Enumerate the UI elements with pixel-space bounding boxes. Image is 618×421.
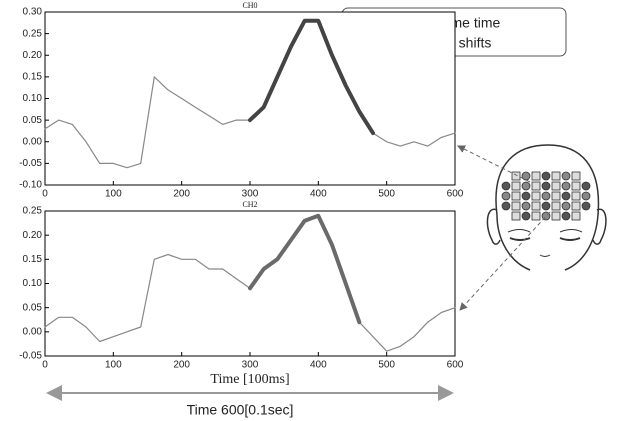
y-tick-label: 0.30 <box>23 7 43 18</box>
highlight-line <box>248 18 375 136</box>
y-tick-label: 0.00 <box>23 136 43 147</box>
x-tick-label: 0 <box>42 360 48 371</box>
electrode-grid <box>501 171 591 221</box>
y-tick-label: 0.00 <box>23 326 43 337</box>
x-tick-label: 300 <box>242 189 259 200</box>
x-tick-label: 500 <box>378 189 395 200</box>
y-tick-label: 0.25 <box>23 28 43 39</box>
head-diagram <box>486 144 607 271</box>
x-tick-label: 0 <box>42 189 48 200</box>
x-tick-label: 400 <box>310 189 327 200</box>
chart-title: CH0 <box>242 1 257 10</box>
plot-area <box>44 210 456 357</box>
y-tick-label: 0.15 <box>23 254 43 265</box>
x-tick-label: 200 <box>173 189 190 200</box>
chart-title: CH2 <box>242 200 257 209</box>
y-tick-label: -0.05 <box>19 158 42 169</box>
y-tick-label: 0.15 <box>23 72 43 83</box>
plot-area <box>44 11 456 186</box>
x-tick-label: 100 <box>105 360 122 371</box>
x-tick-label: 400 <box>310 360 327 371</box>
y-tick-label: 0.10 <box>23 278 43 289</box>
link-arrow <box>459 211 551 311</box>
x-tick-label: 500 <box>378 360 395 371</box>
x-tick-label: 600 <box>447 360 464 371</box>
x-tick-label: 300 <box>242 360 259 371</box>
time-label: Time 600[0.1sec] <box>187 402 294 418</box>
x-tick-label: 600 <box>447 189 464 200</box>
highlight-line <box>248 213 362 325</box>
y-tick-label: 0.20 <box>23 50 43 61</box>
y-tick-label: 0.10 <box>23 93 43 104</box>
y-tick-label: 0.05 <box>23 115 43 126</box>
y-tick-label: 0.05 <box>23 302 43 313</box>
y-tick-label: 0.20 <box>23 230 43 241</box>
x-axis-label: Time [100ms] <box>210 372 289 387</box>
x-tick-label: 100 <box>105 189 122 200</box>
y-tick-label: -0.05 <box>19 351 42 362</box>
y-tick-label: 0.25 <box>23 206 43 217</box>
y-tick-label: -0.10 <box>19 180 42 191</box>
x-tick-label: 200 <box>173 360 190 371</box>
